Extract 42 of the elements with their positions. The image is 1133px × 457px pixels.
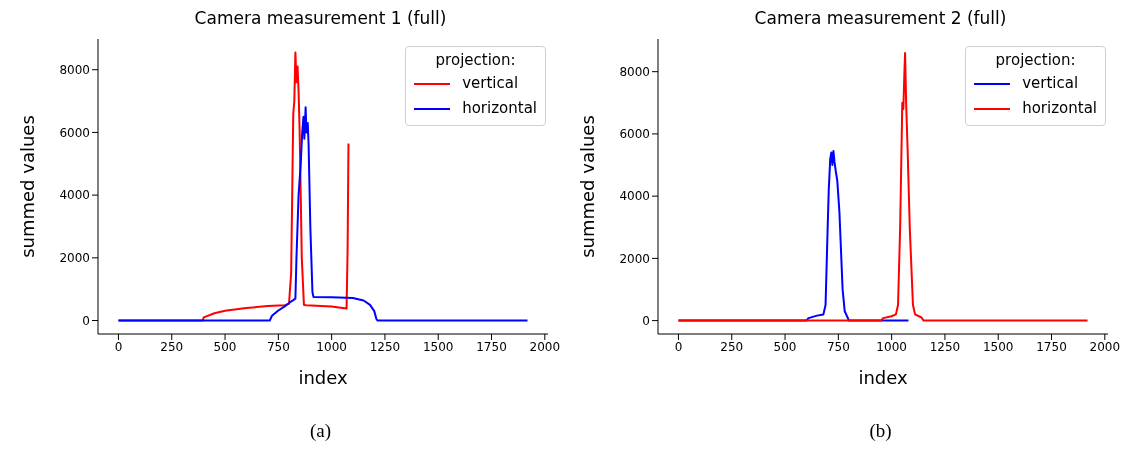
y-tick-label: 0: [82, 313, 90, 328]
legend-title: projection:: [994, 51, 1077, 69]
legend-label: vertical: [1022, 73, 1079, 94]
x-tick-label: 1250: [929, 339, 961, 354]
y-tick-label: 6000: [59, 125, 90, 140]
legend-label: horizontal: [1022, 98, 1097, 119]
x-tick-label: 1250: [369, 339, 401, 354]
x-axis-title: index: [298, 367, 348, 388]
text: (b): [868, 420, 893, 442]
y-tick-label: 4000: [619, 189, 650, 204]
y-tick-label: 8000: [619, 64, 650, 79]
x-tick-label: 1000: [316, 339, 347, 354]
chart-title: Camera measurement 1 (full): [193, 8, 448, 28]
x-tick-label: 0: [114, 339, 123, 354]
y-tick-label: 0: [642, 313, 650, 328]
legend-label: vertical: [462, 73, 519, 94]
x-tick-label: 0: [674, 339, 683, 354]
x-tick-label: 2000: [1089, 339, 1121, 354]
y-tick-label: 4000: [59, 188, 90, 203]
legend-title: projection:: [434, 51, 517, 69]
x-tick-label: 2000: [529, 339, 561, 354]
x-tick-label: 500: [213, 339, 237, 354]
x-tick-label: 1750: [476, 339, 507, 354]
x-tick-label: 250: [720, 339, 744, 354]
y-tick-label: 8000: [59, 62, 90, 77]
legend-label: horizontal: [462, 98, 537, 119]
text: (a): [308, 420, 333, 442]
x-tick-label: 500: [773, 339, 797, 354]
y-axis-title: summed values: [17, 115, 39, 258]
y-axis-title: summed values: [577, 115, 599, 258]
x-tick-label: 1000: [876, 339, 907, 354]
x-tick-label: 1500: [982, 339, 1014, 354]
x-tick-label: 1500: [422, 339, 454, 354]
y-tick-label: 2000: [59, 251, 90, 266]
x-tick-label: 750: [266, 339, 290, 354]
y-tick-label: 2000: [619, 251, 650, 266]
x-tick-label: 250: [160, 339, 184, 354]
chart-title: Camera measurement 2 (full): [753, 8, 1008, 28]
y-tick-label: 6000: [619, 127, 650, 142]
x-axis-title: index: [858, 367, 908, 388]
x-tick-label: 750: [826, 339, 850, 354]
x-tick-label: 1750: [1036, 339, 1067, 354]
